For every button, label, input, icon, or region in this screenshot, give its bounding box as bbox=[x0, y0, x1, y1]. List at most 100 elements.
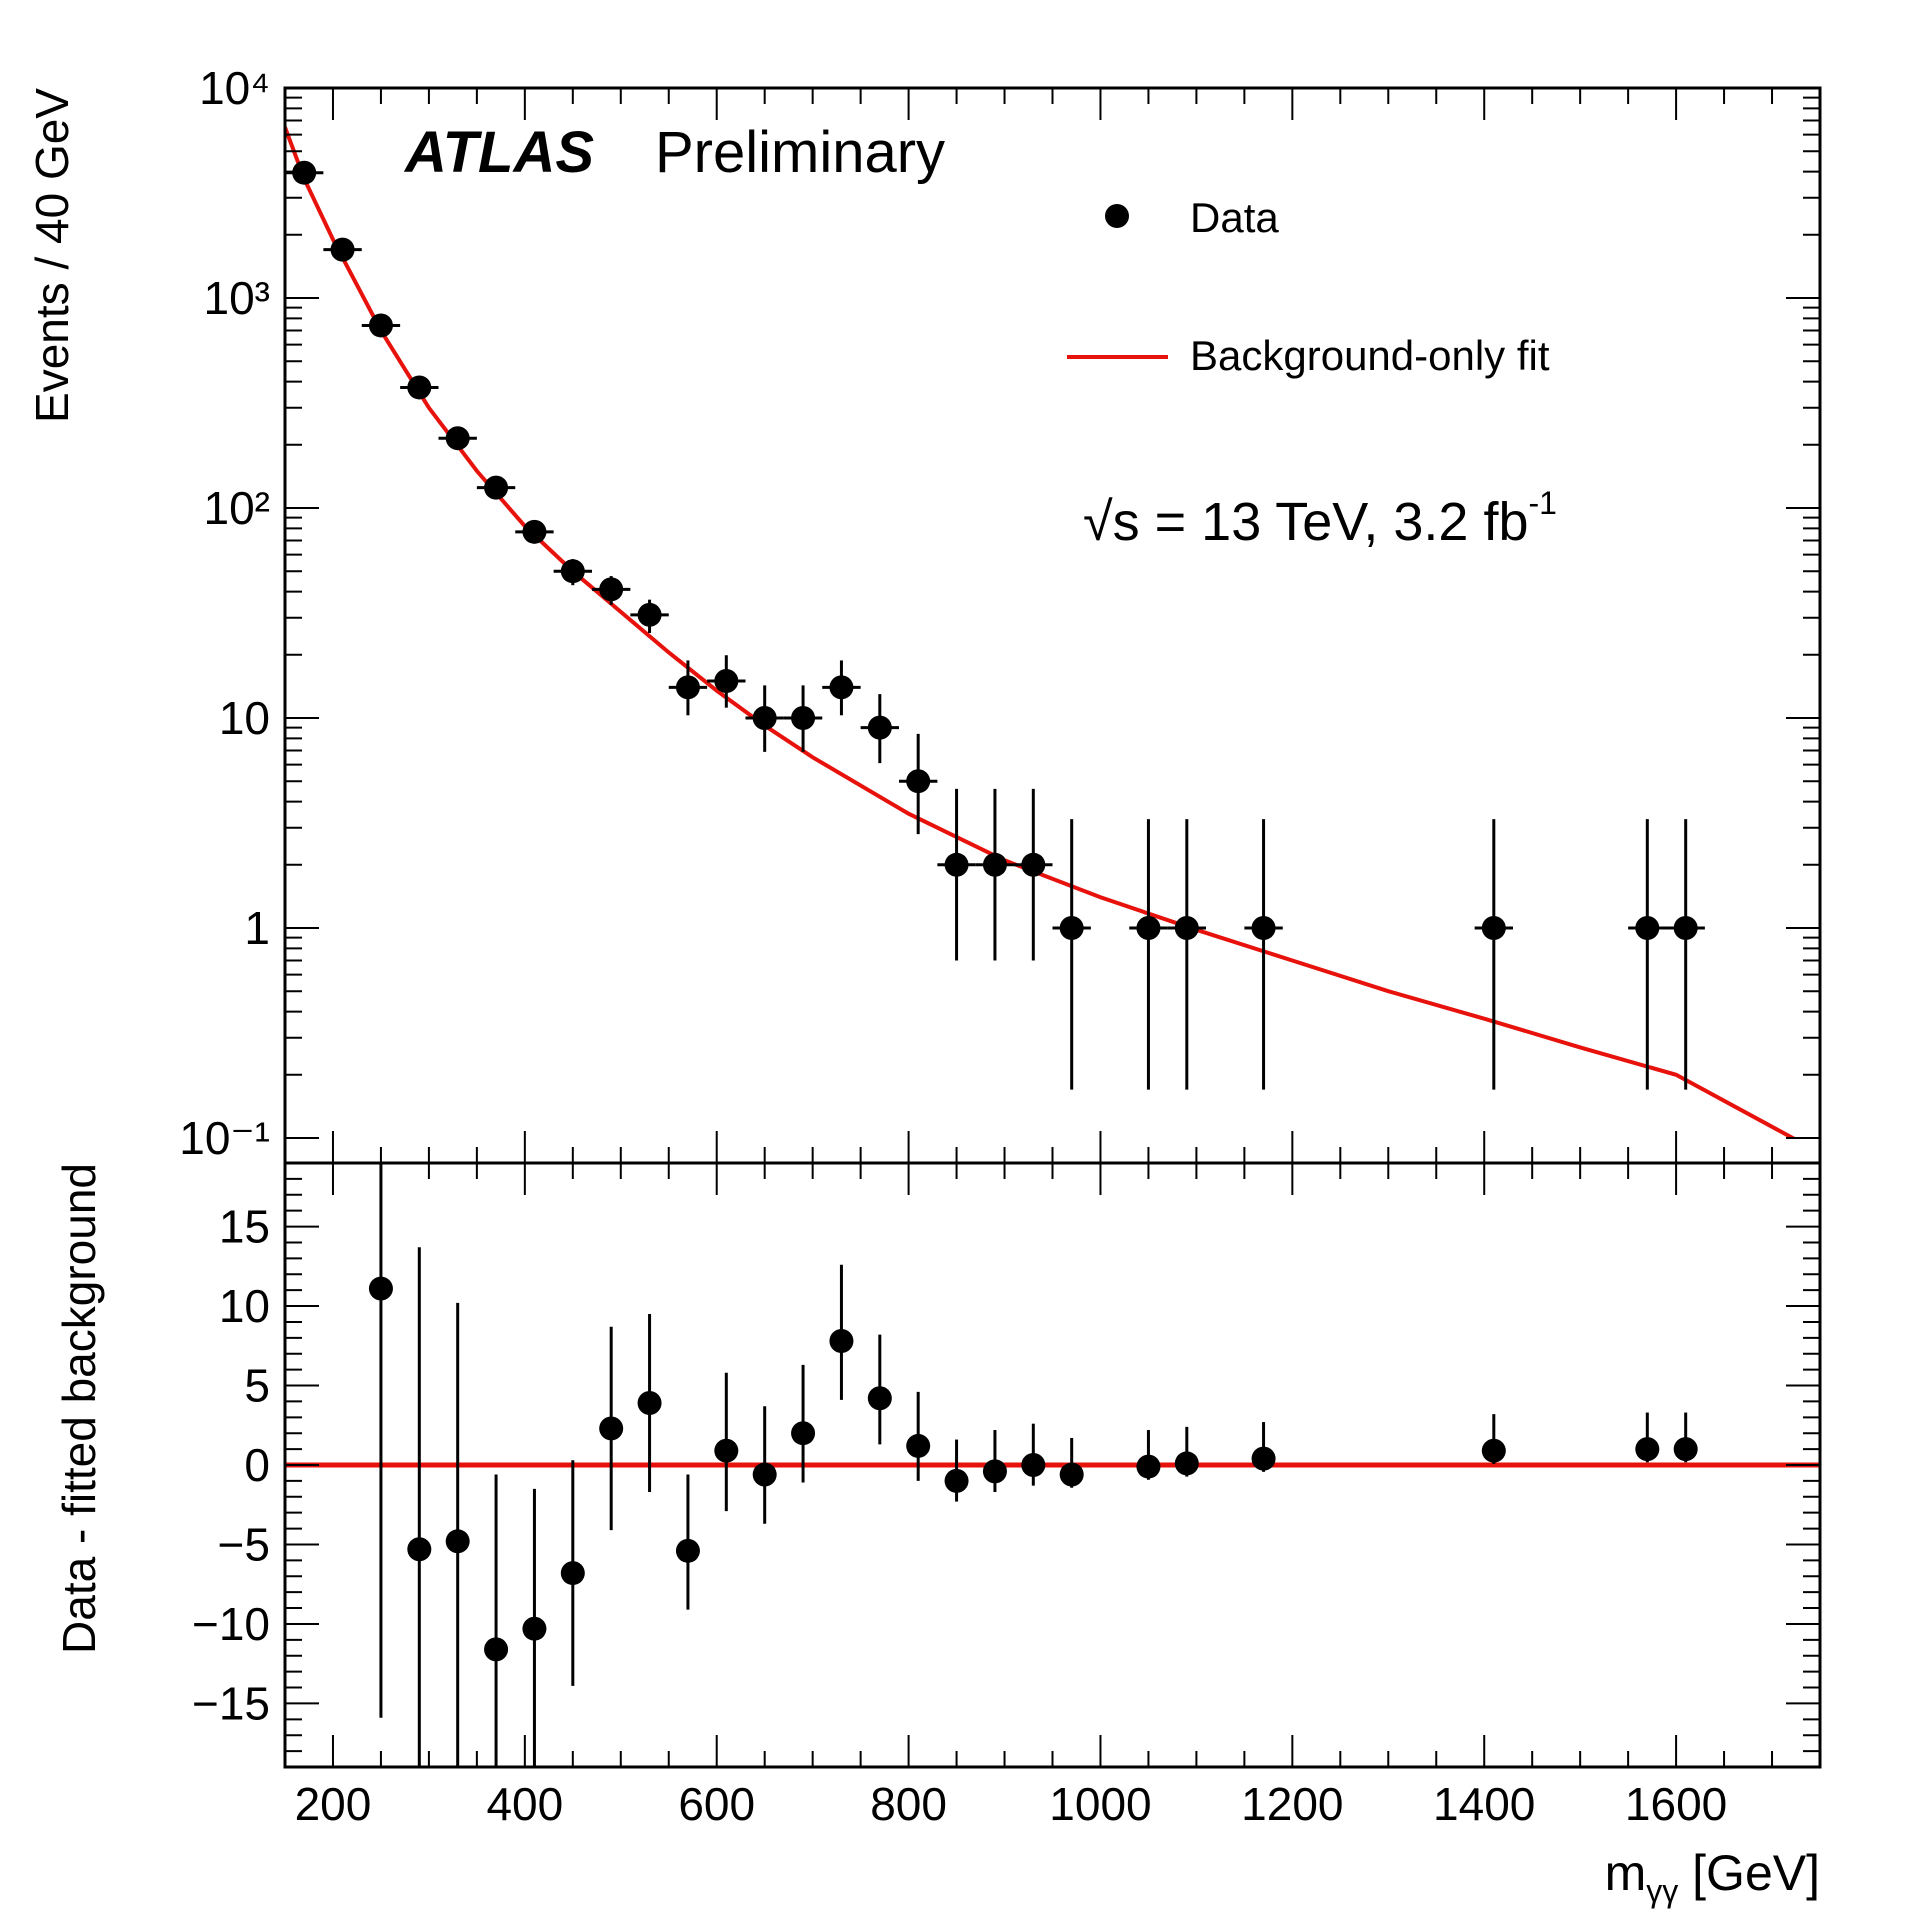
ratio-point bbox=[1673, 1437, 1698, 1462]
y-tick-label: 10² bbox=[204, 482, 270, 534]
ratio-point bbox=[829, 1329, 854, 1354]
experiment-label: ATLAS bbox=[403, 120, 594, 185]
ratio-point bbox=[944, 1468, 969, 1493]
y-tick-label: 0 bbox=[244, 1439, 270, 1491]
ratio-point bbox=[599, 1416, 624, 1441]
ratio-point bbox=[1174, 1451, 1199, 1476]
data-point bbox=[944, 852, 969, 877]
data-point bbox=[522, 519, 547, 544]
x-tick-label: 1400 bbox=[1433, 1778, 1535, 1830]
ratio-plot-frame bbox=[283, 1161, 1822, 1769]
ratio-point bbox=[1021, 1453, 1046, 1477]
x-tick-label: 600 bbox=[678, 1778, 755, 1830]
data-point bbox=[675, 675, 700, 700]
main-data-points-layer bbox=[285, 160, 1705, 1090]
data-point bbox=[330, 237, 355, 262]
ratio-point bbox=[867, 1386, 892, 1411]
ratio-point bbox=[982, 1459, 1007, 1484]
ratio-point bbox=[675, 1538, 700, 1563]
legend-data-marker bbox=[1105, 204, 1129, 228]
legend-fit-label: Background-only fit bbox=[1190, 332, 1550, 379]
ratio-point bbox=[1136, 1454, 1161, 1479]
x-tick-label: 800 bbox=[870, 1778, 947, 1830]
data-point bbox=[829, 675, 854, 700]
y-tick-label: 10⁴ bbox=[199, 62, 270, 114]
ratio-point bbox=[407, 1537, 432, 1562]
y-tick-label: −15 bbox=[192, 1677, 270, 1729]
data-point bbox=[368, 313, 393, 338]
data-point bbox=[867, 715, 892, 740]
main-plot-frame bbox=[283, 86, 1822, 1165]
energy-lumi-label: √s = 13 TeV, 3.2 fb-1 bbox=[1083, 485, 1557, 552]
ratio-point bbox=[522, 1616, 547, 1641]
data-point bbox=[599, 577, 624, 602]
y-tick-label: 10⁻¹ bbox=[179, 1112, 270, 1164]
data-point bbox=[906, 769, 931, 794]
energy-lumi-text: √s = 13 TeV, 3.2 fb bbox=[1083, 492, 1528, 552]
lumi-exponent: -1 bbox=[1528, 485, 1556, 521]
ratio-point bbox=[560, 1561, 585, 1586]
ratio-point bbox=[484, 1637, 509, 1662]
status-label: Preliminary bbox=[655, 120, 945, 185]
data-point bbox=[292, 160, 317, 185]
y-tick-label: 1 bbox=[244, 902, 270, 954]
data-point bbox=[1136, 916, 1161, 940]
ratio-point bbox=[1481, 1438, 1506, 1463]
background-fit-curve bbox=[285, 126, 1797, 1138]
ratio-point bbox=[1251, 1446, 1276, 1471]
data-point bbox=[1021, 852, 1046, 877]
ratio-point bbox=[368, 1276, 393, 1301]
x-tick-label: 1600 bbox=[1625, 1778, 1727, 1830]
legend: Data Background-only fit bbox=[1067, 194, 1550, 379]
ratio-point bbox=[1635, 1437, 1660, 1462]
y-tick-label: 15 bbox=[219, 1201, 270, 1253]
ratio-point bbox=[752, 1462, 777, 1487]
main-y-axis-label: Events / 40 GeV bbox=[26, 88, 78, 423]
x-tick-label: 200 bbox=[295, 1778, 372, 1830]
x-axis-label-main: m bbox=[1605, 1845, 1647, 1901]
main-panel: 10⁻¹ 1 10 10² 10³ 10⁴ Events / 40 GeV ATLAS P… bbox=[26, 62, 1822, 1165]
x-tick-labels: 200 400 600 800 1000 1200 1400 1600 bbox=[295, 1778, 1728, 1830]
x-axis-label: mγγ [GeV] bbox=[1605, 1845, 1820, 1909]
data-point bbox=[1481, 916, 1506, 940]
data-point bbox=[407, 375, 432, 400]
data-point bbox=[637, 602, 662, 627]
x-tick-label: 1000 bbox=[1049, 1778, 1151, 1830]
data-point bbox=[1251, 916, 1276, 940]
data-point bbox=[1174, 916, 1199, 940]
ratio-y-axis-label: Data - fitted background bbox=[53, 1163, 105, 1654]
main-axis-ticks bbox=[284, 87, 1821, 1163]
data-point bbox=[560, 559, 585, 584]
y-tick-label: −10 bbox=[192, 1598, 270, 1650]
data-point bbox=[1635, 916, 1660, 940]
data-point bbox=[445, 426, 470, 451]
legend-data-label: Data bbox=[1190, 194, 1279, 241]
ratio-data-points-layer bbox=[368, 1163, 1698, 1767]
x-tick-label: 400 bbox=[486, 1778, 563, 1830]
data-point bbox=[484, 475, 509, 500]
ratio-point bbox=[906, 1433, 931, 1458]
x-tick-label: 1200 bbox=[1241, 1778, 1343, 1830]
y-tick-label: 10³ bbox=[204, 272, 270, 324]
ratio-point bbox=[445, 1529, 470, 1554]
y-tick-label: 10 bbox=[219, 692, 270, 744]
data-point bbox=[752, 706, 777, 730]
y-tick-label: 10 bbox=[219, 1280, 270, 1332]
data-point bbox=[714, 669, 739, 694]
main-fit-curve-layer bbox=[285, 126, 1797, 1138]
ratio-point bbox=[1059, 1462, 1084, 1487]
x-axis-label-sub: γγ bbox=[1646, 1873, 1678, 1909]
ratio-point bbox=[714, 1438, 739, 1463]
data-point bbox=[1059, 916, 1084, 940]
ratio-panel: −15 −10 −5 0 5 10 15 200 400 600 800 1000 1200 1400 1… bbox=[53, 1161, 1822, 1909]
data-point bbox=[982, 852, 1007, 877]
y-tick-label: −5 bbox=[218, 1518, 270, 1570]
ratio-point bbox=[637, 1391, 662, 1416]
data-point bbox=[1673, 916, 1698, 940]
ratio-y-tick-labels: −15 −10 −5 0 5 10 15 bbox=[192, 1201, 270, 1730]
ratio-point bbox=[791, 1421, 816, 1446]
x-axis-label-unit: [GeV] bbox=[1678, 1845, 1820, 1901]
y-tick-label: 5 bbox=[244, 1360, 270, 1412]
data-point bbox=[791, 706, 816, 730]
